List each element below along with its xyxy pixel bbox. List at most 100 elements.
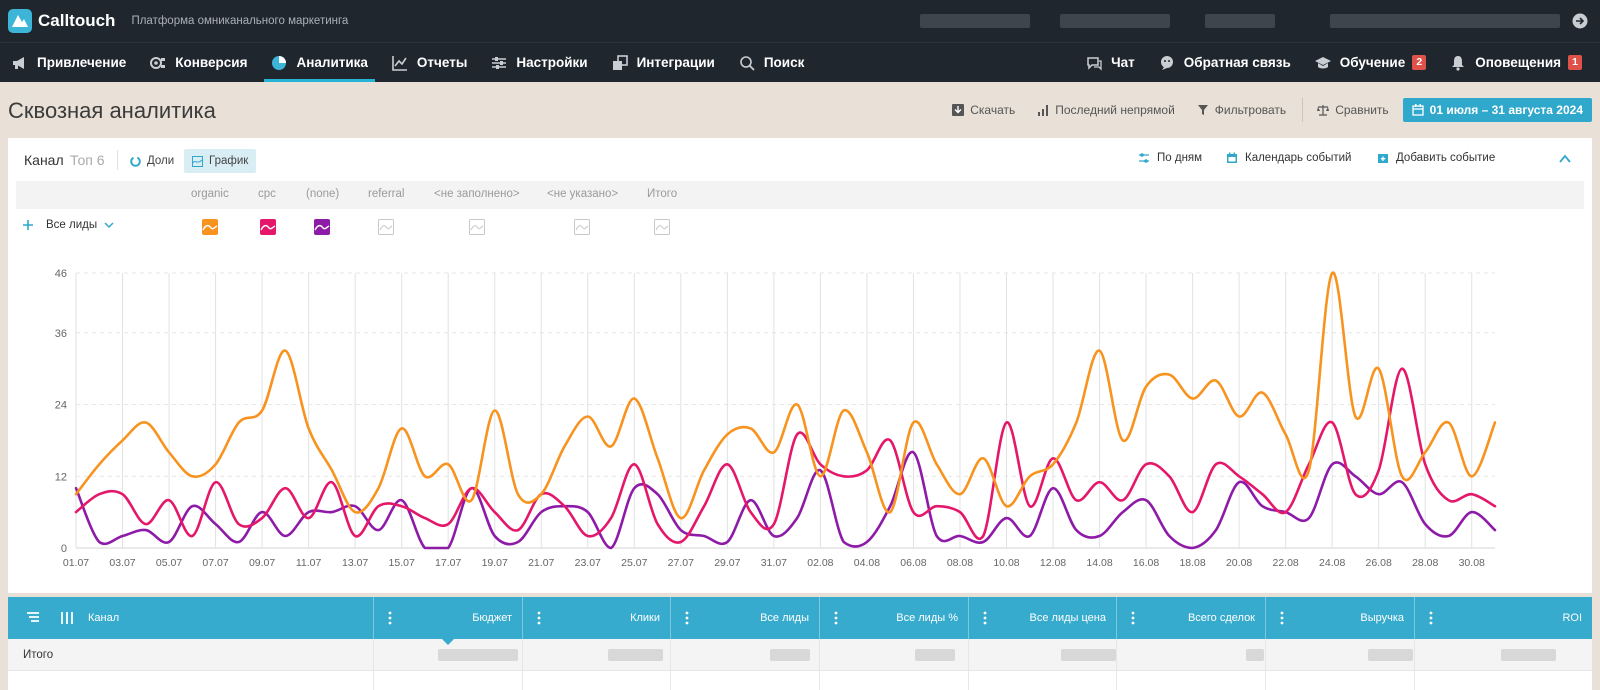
column-separator	[819, 597, 820, 639]
series-line-cpc	[74, 367, 1497, 544]
column-header[interactable]: Бюджет	[472, 612, 512, 624]
nav-item-feedback[interactable]: Обратная связь	[1147, 43, 1303, 82]
chart-mode-button[interactable]: График	[184, 149, 257, 173]
column-menu-icon[interactable]	[983, 611, 987, 625]
shares-mode-button[interactable]: Доли	[122, 149, 182, 173]
column-line	[968, 639, 969, 690]
legend-toggles-row: Все лиды	[16, 209, 1584, 245]
redacted-cell	[608, 649, 663, 661]
nav-item-label: Настройки	[516, 55, 588, 70]
series-toggle-none[interactable]	[314, 219, 330, 235]
nav-item-acquisition[interactable]: Привлечение	[0, 43, 138, 82]
top-count-label[interactable]: Топ 6	[70, 152, 105, 168]
redacted-account-info	[920, 14, 1030, 28]
chart-icon	[192, 155, 203, 167]
nav-item-search[interactable]: Поиск	[727, 43, 817, 82]
metric-dropdown[interactable]: Все лиды	[46, 219, 114, 231]
series-toggle-not-filled[interactable]	[469, 219, 485, 235]
column-menu-icon[interactable]	[685, 611, 689, 625]
brand-subtitle: Платформа омниканального маркетинга	[131, 15, 349, 27]
column-header[interactable]: Всего сделок	[1187, 612, 1255, 624]
granularity-icon	[1139, 153, 1149, 163]
column-menu-icon[interactable]	[388, 611, 392, 625]
nav-item-conversion[interactable]: Конверсия	[138, 43, 259, 82]
series-line-none	[74, 450, 1497, 550]
header-actions: Скачать Последний непрямой Фильтровать С…	[930, 98, 1592, 122]
divider	[117, 150, 118, 170]
chevron-up-icon[interactable]	[1558, 152, 1572, 166]
compare-button[interactable]: Сравнить	[1317, 103, 1389, 117]
x-tick-label: 05.07	[156, 557, 182, 569]
column-menu-icon[interactable]	[834, 611, 838, 625]
leads-line-chart: 0 12 24 36 46 01.07 03.07 05.07 07.07 09.07 11.07…	[55, 268, 1497, 569]
by-days-button[interactable]: По дням	[1138, 152, 1202, 164]
redacted-account-info	[1205, 14, 1275, 28]
plus-icon[interactable]	[22, 219, 34, 231]
x-tick-label: 06.08	[900, 557, 926, 569]
legend-channel-name: Итого	[647, 188, 678, 200]
add-event-button[interactable]: Добавить событие	[1377, 152, 1495, 164]
brand[interactable]: Calltouch Платформа омниканального марке…	[8, 9, 348, 33]
filter-icon	[1197, 105, 1208, 115]
x-tick-label: 04.08	[854, 557, 880, 569]
column-menu-icon[interactable]	[1429, 611, 1433, 625]
nav-item-integrations[interactable]: Интеграции	[600, 43, 727, 82]
logout-icon[interactable]	[1572, 13, 1588, 29]
x-tick-label: 16.08	[1133, 557, 1159, 569]
list-settings-icon[interactable]	[26, 611, 40, 625]
nav-item-settings[interactable]: Настройки	[479, 43, 599, 82]
add-event-label: Добавить событие	[1396, 152, 1496, 164]
column-header[interactable]: Выручка	[1360, 612, 1404, 624]
column-header-channel[interactable]: Канал	[88, 612, 120, 624]
group-by-label[interactable]: Канал	[24, 152, 64, 168]
series-toggle-organic[interactable]	[202, 219, 218, 235]
nav-item-reports[interactable]: Отчеты	[380, 43, 479, 82]
series-toggle-total[interactable]	[654, 219, 670, 235]
chart-panel: Канал Топ 6 Доли График По дням Календар…	[8, 138, 1592, 593]
column-menu-icon[interactable]	[1280, 611, 1284, 625]
column-header[interactable]: ROI	[1562, 612, 1582, 624]
series-toggle-cpc[interactable]	[260, 219, 276, 235]
column-header[interactable]: Все лиды %	[896, 612, 958, 624]
notification-badge: 1	[1568, 55, 1582, 70]
event-calendar-button[interactable]: Календарь событий	[1226, 152, 1351, 164]
column-header[interactable]: Клики	[630, 612, 660, 624]
column-header[interactable]: Все лиды цена	[1029, 612, 1106, 624]
scales-icon	[1317, 105, 1330, 116]
nav-item-label: Чат	[1111, 55, 1135, 70]
date-range-picker[interactable]: 01 июля – 31 августа 2024	[1402, 98, 1592, 122]
analytics-icon	[272, 55, 287, 70]
redacted-cell	[1246, 649, 1264, 661]
x-tick-label: 15.07	[389, 557, 415, 569]
y-tick-label: 12	[55, 471, 67, 483]
x-tick-label: 19.07	[482, 557, 508, 569]
filter-button[interactable]: Фильтровать	[1197, 103, 1286, 117]
download-button[interactable]: Скачать	[952, 103, 1015, 117]
y-tick-label: 46	[55, 268, 67, 280]
y-tick-label: 24	[55, 400, 67, 412]
nav-item-learning[interactable]: Обучение 2	[1303, 43, 1438, 82]
column-line	[522, 639, 523, 690]
series-toggle-not-specified[interactable]	[574, 219, 590, 235]
legend-channel-name: (none)	[306, 188, 340, 200]
column-menu-icon[interactable]	[1131, 611, 1135, 625]
column-menu-icon[interactable]	[537, 611, 541, 625]
column-separator	[373, 597, 374, 639]
nav-item-label: Обратная связь	[1183, 55, 1291, 70]
attribution-model-button[interactable]: Последний непрямой	[1037, 103, 1175, 117]
by-days-label: По дням	[1157, 152, 1203, 164]
column-separator	[1265, 597, 1266, 639]
x-tick-label: 12.08	[1040, 557, 1066, 569]
column-line	[1116, 639, 1117, 690]
column-separator	[522, 597, 523, 639]
redacted-cell	[1368, 649, 1413, 661]
nav-item-analytics[interactable]: Аналитика	[259, 43, 379, 82]
column-separator	[1414, 597, 1415, 639]
x-tick-label: 17.07	[435, 557, 461, 569]
series-toggle-referral[interactable]	[378, 219, 394, 235]
nav-item-notifications[interactable]: Оповещения 1	[1438, 43, 1594, 82]
x-tick-label: 30.08	[1459, 557, 1485, 569]
column-header[interactable]: Все лиды	[760, 612, 809, 624]
nav-item-chat[interactable]: Чат	[1074, 43, 1147, 82]
columns-icon[interactable]	[60, 611, 74, 625]
